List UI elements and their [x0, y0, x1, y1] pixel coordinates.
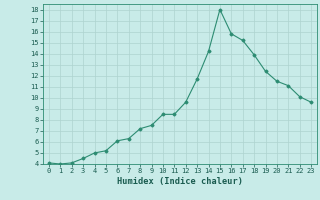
- X-axis label: Humidex (Indice chaleur): Humidex (Indice chaleur): [117, 177, 243, 186]
